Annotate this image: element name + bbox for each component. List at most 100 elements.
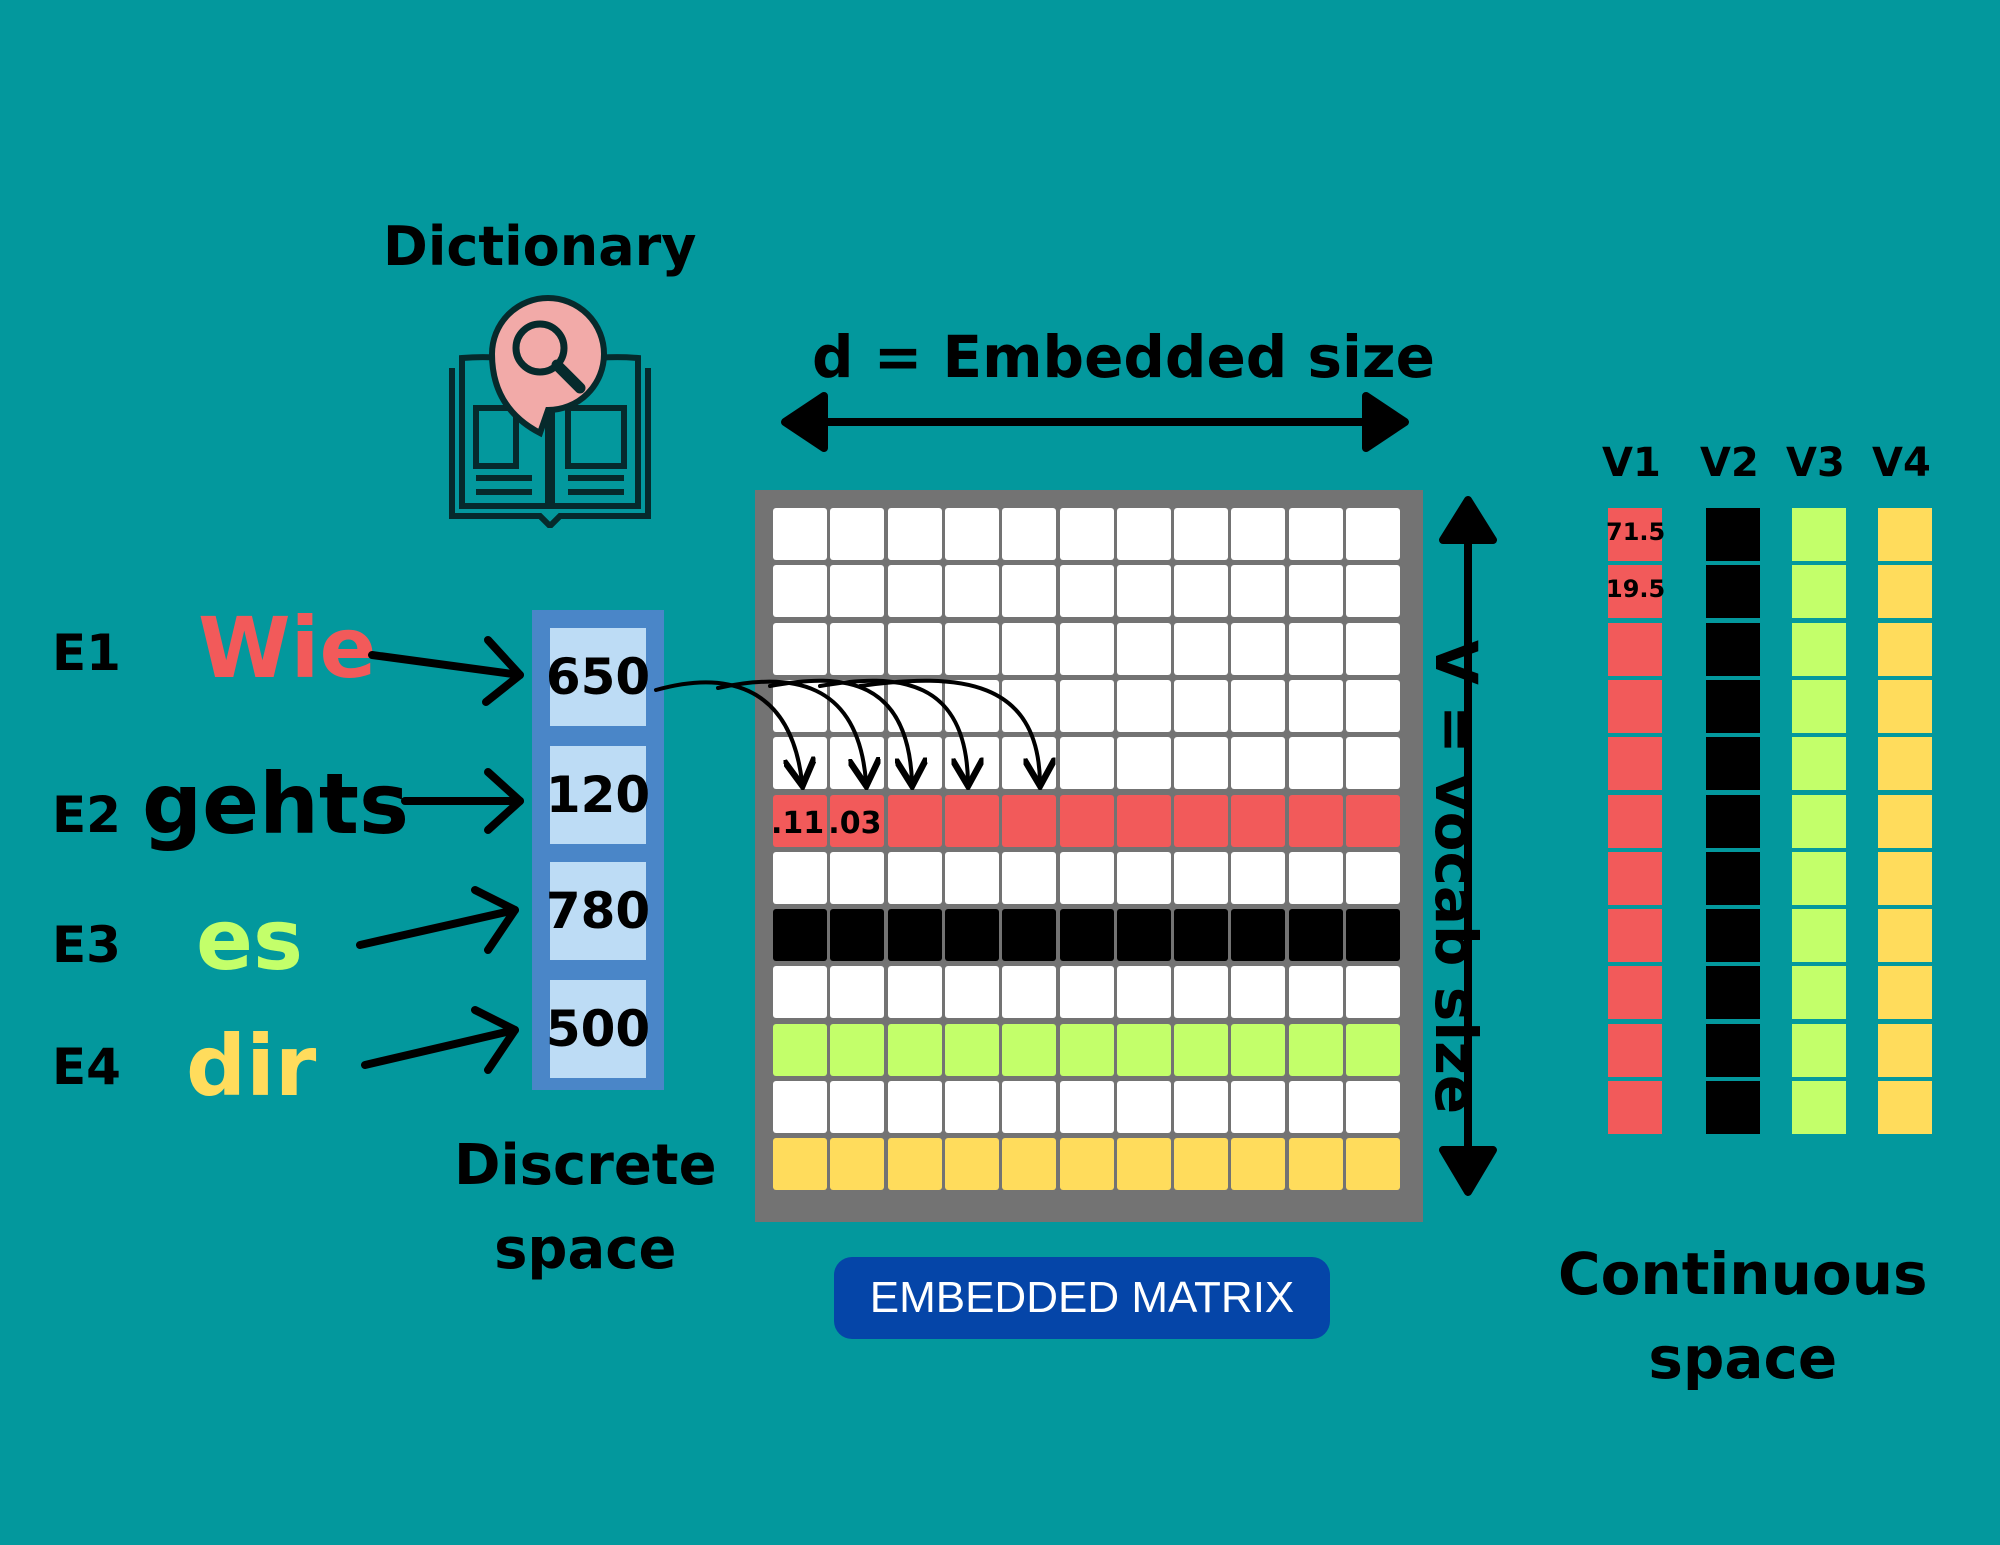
matrix-cell (1116, 622, 1171, 675)
vector-cell (1878, 909, 1932, 963)
matrix-cell (1346, 794, 1400, 847)
vector-header-v2: V2 (1700, 440, 1759, 486)
matrix-cell (1346, 1023, 1400, 1076)
matrix-cell (773, 794, 827, 847)
matrix-cell-value: .03 (828, 805, 882, 841)
matrix-cell (1346, 737, 1400, 790)
vector-cell (1608, 622, 1662, 676)
lookup-arrow-1 (654, 680, 802, 782)
arrow-es-to-780 (356, 906, 519, 949)
word-gehts: gehts (142, 755, 410, 853)
matrix-cell (1288, 508, 1343, 560)
matrix-cell (1288, 737, 1343, 790)
matrix-cell (1231, 851, 1286, 904)
matrix-cell (944, 1138, 999, 1191)
matrix-cell (1174, 851, 1229, 904)
matrix-cell (1116, 966, 1171, 1019)
arrowhead-dir (471, 1006, 519, 1074)
arrow-dir-to-500 (361, 1026, 519, 1069)
matrix-cell (1288, 909, 1343, 962)
vector-cell (1878, 794, 1932, 848)
matrix-cell (1059, 909, 1114, 962)
matrix-cell (1116, 1081, 1171, 1133)
matrix-cell (1059, 1081, 1114, 1133)
matrix-cell (1346, 1138, 1400, 1191)
vector-cell (1608, 1081, 1662, 1134)
vector-cell (1608, 565, 1662, 619)
vector-cell (1878, 851, 1932, 905)
matrix-cell (773, 1023, 827, 1076)
vector-cell (1706, 508, 1760, 561)
entry-label-e1: E1 (52, 624, 121, 682)
vector-cell (1792, 565, 1846, 619)
matrix-cell (1288, 966, 1343, 1019)
word-dir: dir (186, 1017, 317, 1115)
matrix-cell (1288, 851, 1343, 904)
matrix-cell (1231, 794, 1286, 847)
matrix-cell (1346, 679, 1400, 732)
matrix-cell (1174, 679, 1229, 732)
vector-cell (1878, 737, 1932, 791)
matrix-cell (1231, 1023, 1286, 1076)
matrix-cell (887, 1023, 942, 1076)
matrix-cell (1002, 851, 1057, 904)
matrix-cell (1288, 1023, 1343, 1076)
matrix-cell (1059, 794, 1114, 847)
matrix-cell (1059, 508, 1114, 560)
matrix-cell (887, 1138, 942, 1191)
matrix-cell (1002, 909, 1057, 962)
vector-cell (1792, 679, 1846, 733)
matrix-cell (1116, 679, 1171, 732)
token-780: 780 (546, 862, 650, 960)
matrix-cell-value: .11 (771, 805, 825, 841)
matrix-cell (944, 565, 999, 618)
matrix-cell (1059, 1138, 1114, 1191)
matrix-cell (1002, 508, 1057, 560)
lookup-arrow-5 (858, 678, 1040, 782)
vector-cell (1706, 851, 1760, 905)
matrix-cell (773, 622, 827, 675)
matrix-cell (773, 909, 827, 962)
vector-cell (1792, 1081, 1846, 1134)
matrix-cell (1116, 737, 1171, 790)
matrix-cell (1231, 966, 1286, 1019)
matrix-cell (1002, 1023, 1057, 1076)
continuous-space-text: Continuous space (1558, 1240, 1928, 1393)
matrix-cell (830, 1138, 885, 1191)
lookup-arrow-2 (716, 679, 866, 782)
matrix-cell (887, 508, 942, 560)
arrowhead-wie (482, 636, 524, 706)
matrix-cell (887, 1081, 942, 1133)
matrix-cell (1288, 794, 1343, 847)
arrowhead-gehts (484, 768, 524, 834)
arrowhead-d-left (781, 392, 828, 452)
matrix-cell (830, 966, 885, 1019)
dictionary-icon (449, 295, 651, 528)
vector-cell (1878, 565, 1932, 619)
matrix-cell (887, 794, 942, 847)
vector-cell (1608, 508, 1662, 561)
matrix-cell (1002, 622, 1057, 675)
vector-cell (1792, 966, 1846, 1020)
vector-cell (1608, 851, 1662, 905)
entry-label-e2: E2 (52, 786, 121, 844)
matrix-cell (830, 1081, 885, 1133)
matrix-cell (830, 622, 885, 675)
vector-cell (1792, 851, 1846, 905)
matrix-cell (1174, 622, 1229, 675)
word-es: es (196, 891, 303, 989)
matrix-cell (1116, 851, 1171, 904)
matrix-cell (830, 565, 885, 618)
matrix-cell (887, 851, 942, 904)
matrix-cell (830, 794, 885, 847)
vector-cell (1608, 737, 1662, 791)
word-wie: Wie (198, 599, 377, 697)
matrix-cell (1231, 737, 1286, 790)
vector-cell (1706, 1023, 1760, 1077)
vector-cell (1608, 679, 1662, 733)
lookup-arrow-3 (768, 678, 912, 782)
matrix-cell (1116, 1023, 1171, 1076)
matrix-cell (944, 622, 999, 675)
